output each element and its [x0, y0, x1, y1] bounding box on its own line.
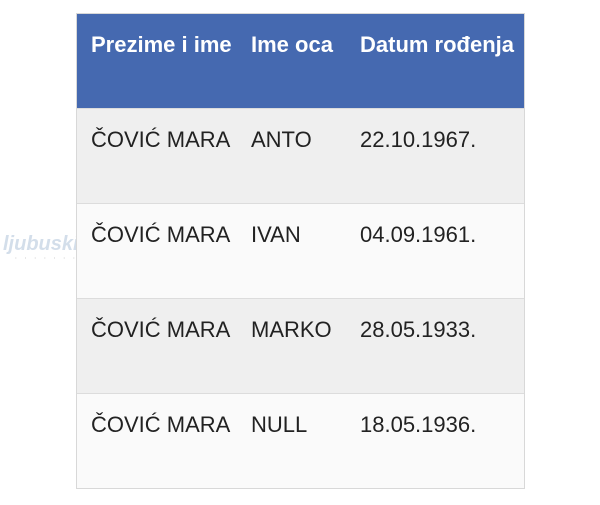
cell-name: ČOVIĆ MARA — [91, 412, 231, 437]
cell-dob: 22.10.1967. — [360, 127, 477, 152]
header-dob: Datum rođenja — [360, 32, 515, 57]
cell-father: IVAN — [251, 222, 301, 247]
cell-dob: 04.09.1961. — [360, 222, 477, 247]
cell-name: ČOVIĆ MARA — [91, 127, 231, 152]
table-row: ČOVIĆ MARA NULL 18.05.1936. — [77, 393, 524, 488]
header-father: Ime oca — [251, 32, 333, 57]
records-table: Prezime i ime Ime oca Datum rođenja ČOVI… — [76, 13, 525, 489]
cell-dob: 28.05.1933. — [360, 317, 477, 342]
table-row: ČOVIĆ MARA MARKO 28.05.1933. — [77, 298, 524, 393]
cell-name: ČOVIĆ MARA — [91, 222, 231, 247]
cell-father: ANTO — [251, 127, 312, 152]
cell-father: NULL — [251, 412, 308, 437]
table-row: ČOVIĆ MARA IVAN 04.09.1961. — [77, 203, 524, 298]
table-row: ČOVIĆ MARA ANTO 22.10.1967. — [77, 108, 524, 203]
cell-father: MARKO — [251, 317, 332, 342]
header-name: Prezime i ime — [91, 32, 232, 57]
cell-name: ČOVIĆ MARA — [91, 317, 231, 342]
table-header-row: Prezime i ime Ime oca Datum rođenja — [77, 14, 524, 108]
cell-dob: 18.05.1936. — [360, 412, 477, 437]
